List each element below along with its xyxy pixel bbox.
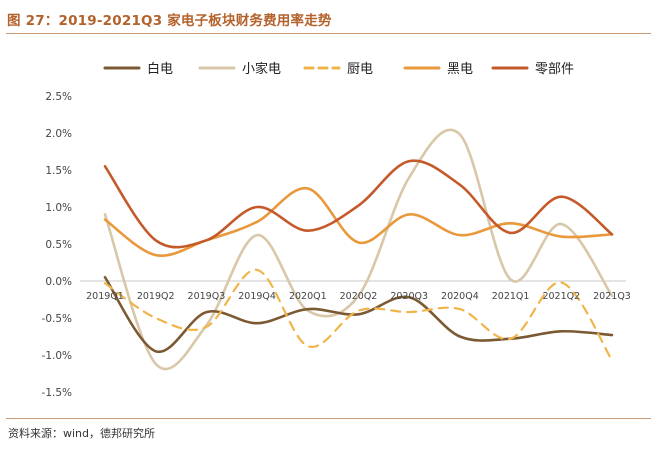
- title-divider: [6, 33, 651, 34]
- source-note: 资料来源：wind，德邦研究所: [8, 427, 156, 440]
- legend: 白电 小家电 厨电 黑电 零部件: [103, 61, 574, 77]
- legend-label-5: 零部件: [535, 62, 574, 77]
- x-tick-label: 2019Q3: [188, 291, 226, 302]
- y-tick-label: 1.0%: [45, 202, 72, 214]
- x-tick-label: 2019Q4: [238, 291, 276, 302]
- legend-label-2: 小家电: [242, 61, 281, 77]
- y-axis: 2.5% 2.0% 1.5% 1.0% 0.5% 0.0% -0.5% -1.0% -1.5%: [42, 91, 72, 399]
- y-tick-label: 0.0%: [45, 276, 72, 288]
- series-line-1: [103, 276, 614, 353]
- legend-label-3: 厨电: [347, 62, 373, 77]
- y-tick-label: -0.5%: [42, 313, 72, 325]
- x-tick-label: 2021Q1: [492, 291, 530, 302]
- x-tick-label: 2020Q3: [390, 291, 428, 302]
- series-line-3: [103, 268, 614, 362]
- chart-title: 图 27：2019-2021Q3 家电子板块财务费用率走势: [7, 13, 332, 29]
- series-line-5: [103, 159, 614, 249]
- x-tick-label: 2020Q1: [289, 291, 327, 302]
- y-tick-label: 2.5%: [45, 91, 72, 103]
- legend-label-1: 白电: [147, 61, 173, 77]
- y-tick-label: -1.5%: [42, 387, 72, 399]
- y-tick-label: -1.0%: [42, 350, 72, 362]
- series-line-4: [103, 187, 614, 257]
- x-tick-label: 2020Q2: [340, 291, 378, 302]
- series-line-2: [103, 128, 614, 371]
- x-tick-label: 2020Q4: [441, 291, 479, 302]
- x-tick-label: 2021Q2: [542, 291, 580, 302]
- y-tick-label: 1.5%: [45, 165, 72, 177]
- x-axis-labels: 2019Q1 2019Q2 2019Q3 2019Q4 2020Q1 2020Q2 2020…: [86, 291, 631, 302]
- x-tick-label: 2019Q2: [137, 291, 175, 302]
- x-tick-label: 2019Q1: [86, 291, 124, 302]
- x-tick-label: 2021Q3: [593, 291, 631, 302]
- series-group: [103, 128, 614, 371]
- legend-label-4: 黑电: [447, 62, 473, 77]
- source-divider: [6, 418, 651, 419]
- y-tick-label: 2.0%: [45, 128, 72, 140]
- y-tick-label: 0.5%: [45, 239, 72, 251]
